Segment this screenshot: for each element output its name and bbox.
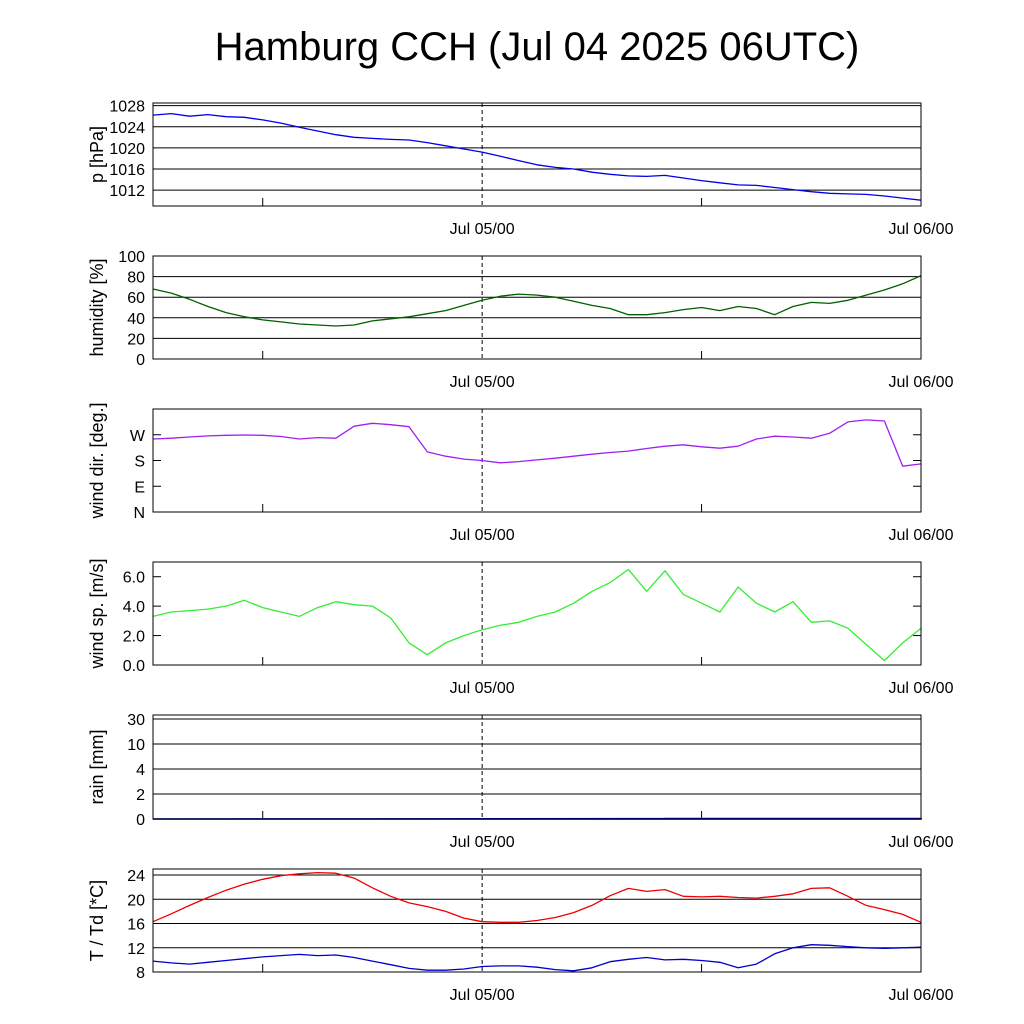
rain-y-tick-label: 2 [136, 787, 145, 804]
rain-axis-label: rain [mm] [87, 729, 107, 804]
temperature-y-tick-label: 8 [136, 965, 145, 982]
humidity-y-tick-label: 60 [127, 290, 145, 307]
wind-speed-series-wind_speed [152, 568, 922, 662]
temperature-y-tick-label: 12 [127, 941, 145, 958]
temperature-y-tick-label: 20 [127, 892, 145, 909]
humidity-y-tick-label: 20 [127, 331, 145, 348]
rain-x-tick-label: Jul 06/00 [889, 834, 954, 851]
humidity-y-tick-label: 100 [118, 249, 145, 266]
humidity-x-tick-label: Jul 05/00 [450, 374, 515, 391]
rain-y-tick-label: 0 [136, 812, 145, 829]
rain-panel: 0 2 4 10 30 Jul 05/00 Jul 06/00 rain [mm] [87, 712, 954, 851]
wind-direction-x-tick-label: Jul 05/00 [450, 527, 515, 544]
pressure-y-tick-label: 1012 [109, 183, 145, 200]
wind-direction-axis-label: wind dir. [deg.] [87, 402, 107, 519]
pressure-y-tick-label: 1028 [109, 99, 145, 116]
wind-speed-y-tick-label: 4.0 [123, 599, 145, 616]
humidity-panel: 0 20 40 60 80 100 Jul 05/00 Jul 06/00 humidity [… [87, 249, 954, 391]
wind-speed-y-tick-label: 6.0 [123, 570, 145, 587]
humidity-y-tick-label: 0 [136, 352, 145, 369]
temperature-plot-frame [152, 868, 922, 973]
wind-speed-y-tick-label: 2.0 [123, 629, 145, 646]
pressure-panel: 1012 1016 1020 1024 1028 Jul 05/00 Jul 06/00 p … [87, 99, 954, 238]
temperature-y-tick-label: 16 [127, 917, 145, 934]
humidity-x-tick-label: Jul 06/00 [889, 374, 954, 391]
wind-speed-plot-frame [152, 561, 922, 666]
temperature-series-dewpoint [152, 944, 922, 972]
wind-direction-y-tick-label: W [130, 428, 146, 445]
humidity-axis-label: humidity [%] [87, 258, 107, 356]
temperature-series-temperature [152, 871, 922, 923]
rain-plot-frame [152, 714, 922, 820]
rain-y-tick-label: 30 [127, 712, 145, 729]
wind-direction-series-wind_dir [152, 419, 922, 467]
humidity-series-humidity [152, 275, 922, 327]
temperature-x-tick-label: Jul 05/00 [450, 987, 515, 1004]
chart-title: Hamburg CCH (Jul 04 2025 06UTC) [215, 25, 860, 69]
temperature-axis-label: T / Td [*C] [87, 880, 107, 961]
pressure-plot-frame [152, 102, 922, 207]
pressure-y-tick-label: 1020 [109, 141, 145, 158]
pressure-series-pressure [152, 112, 922, 201]
humidity-y-tick-label: 40 [127, 311, 145, 328]
pressure-y-tick-label: 1016 [109, 162, 145, 179]
humidity-plot-frame [152, 255, 922, 360]
pressure-x-tick-label: Jul 05/00 [450, 221, 515, 238]
pressure-y-tick-label: 1024 [109, 120, 145, 137]
rain-y-tick-label: 4 [136, 762, 145, 779]
wind-speed-x-tick-label: Jul 06/00 [889, 680, 954, 697]
wind-speed-y-tick-label: 0.0 [123, 658, 145, 675]
temperature-y-tick-label: 24 [127, 868, 145, 885]
wind-direction-plot-frame [152, 408, 922, 513]
wind-speed-panel: 0.0 2.0 4.0 6.0 Jul 05/00 Jul 06/00 wind sp. [… [87, 558, 954, 697]
rain-x-tick-label: Jul 05/00 [450, 834, 515, 851]
humidity-y-tick-label: 80 [127, 270, 145, 287]
rain-y-tick-label: 10 [127, 737, 145, 754]
temperature-panel: 8 12 16 20 24 Jul 05/00 Jul 06/00 T / Td [*C] [87, 868, 954, 1004]
wind-speed-x-tick-label: Jul 05/00 [450, 680, 515, 697]
wind-direction-y-tick-label: S [134, 454, 145, 471]
pressure-x-tick-label: Jul 06/00 [889, 221, 954, 238]
wind-direction-x-tick-label: Jul 06/00 [889, 527, 954, 544]
pressure-axis-label: p [hPa] [87, 126, 107, 183]
wind-speed-axis-label: wind sp. [m/s] [87, 558, 107, 669]
temperature-x-tick-label: Jul 06/00 [889, 987, 954, 1004]
wind-direction-y-tick-label: E [134, 479, 145, 496]
wind-direction-y-tick-label: N [133, 505, 145, 522]
